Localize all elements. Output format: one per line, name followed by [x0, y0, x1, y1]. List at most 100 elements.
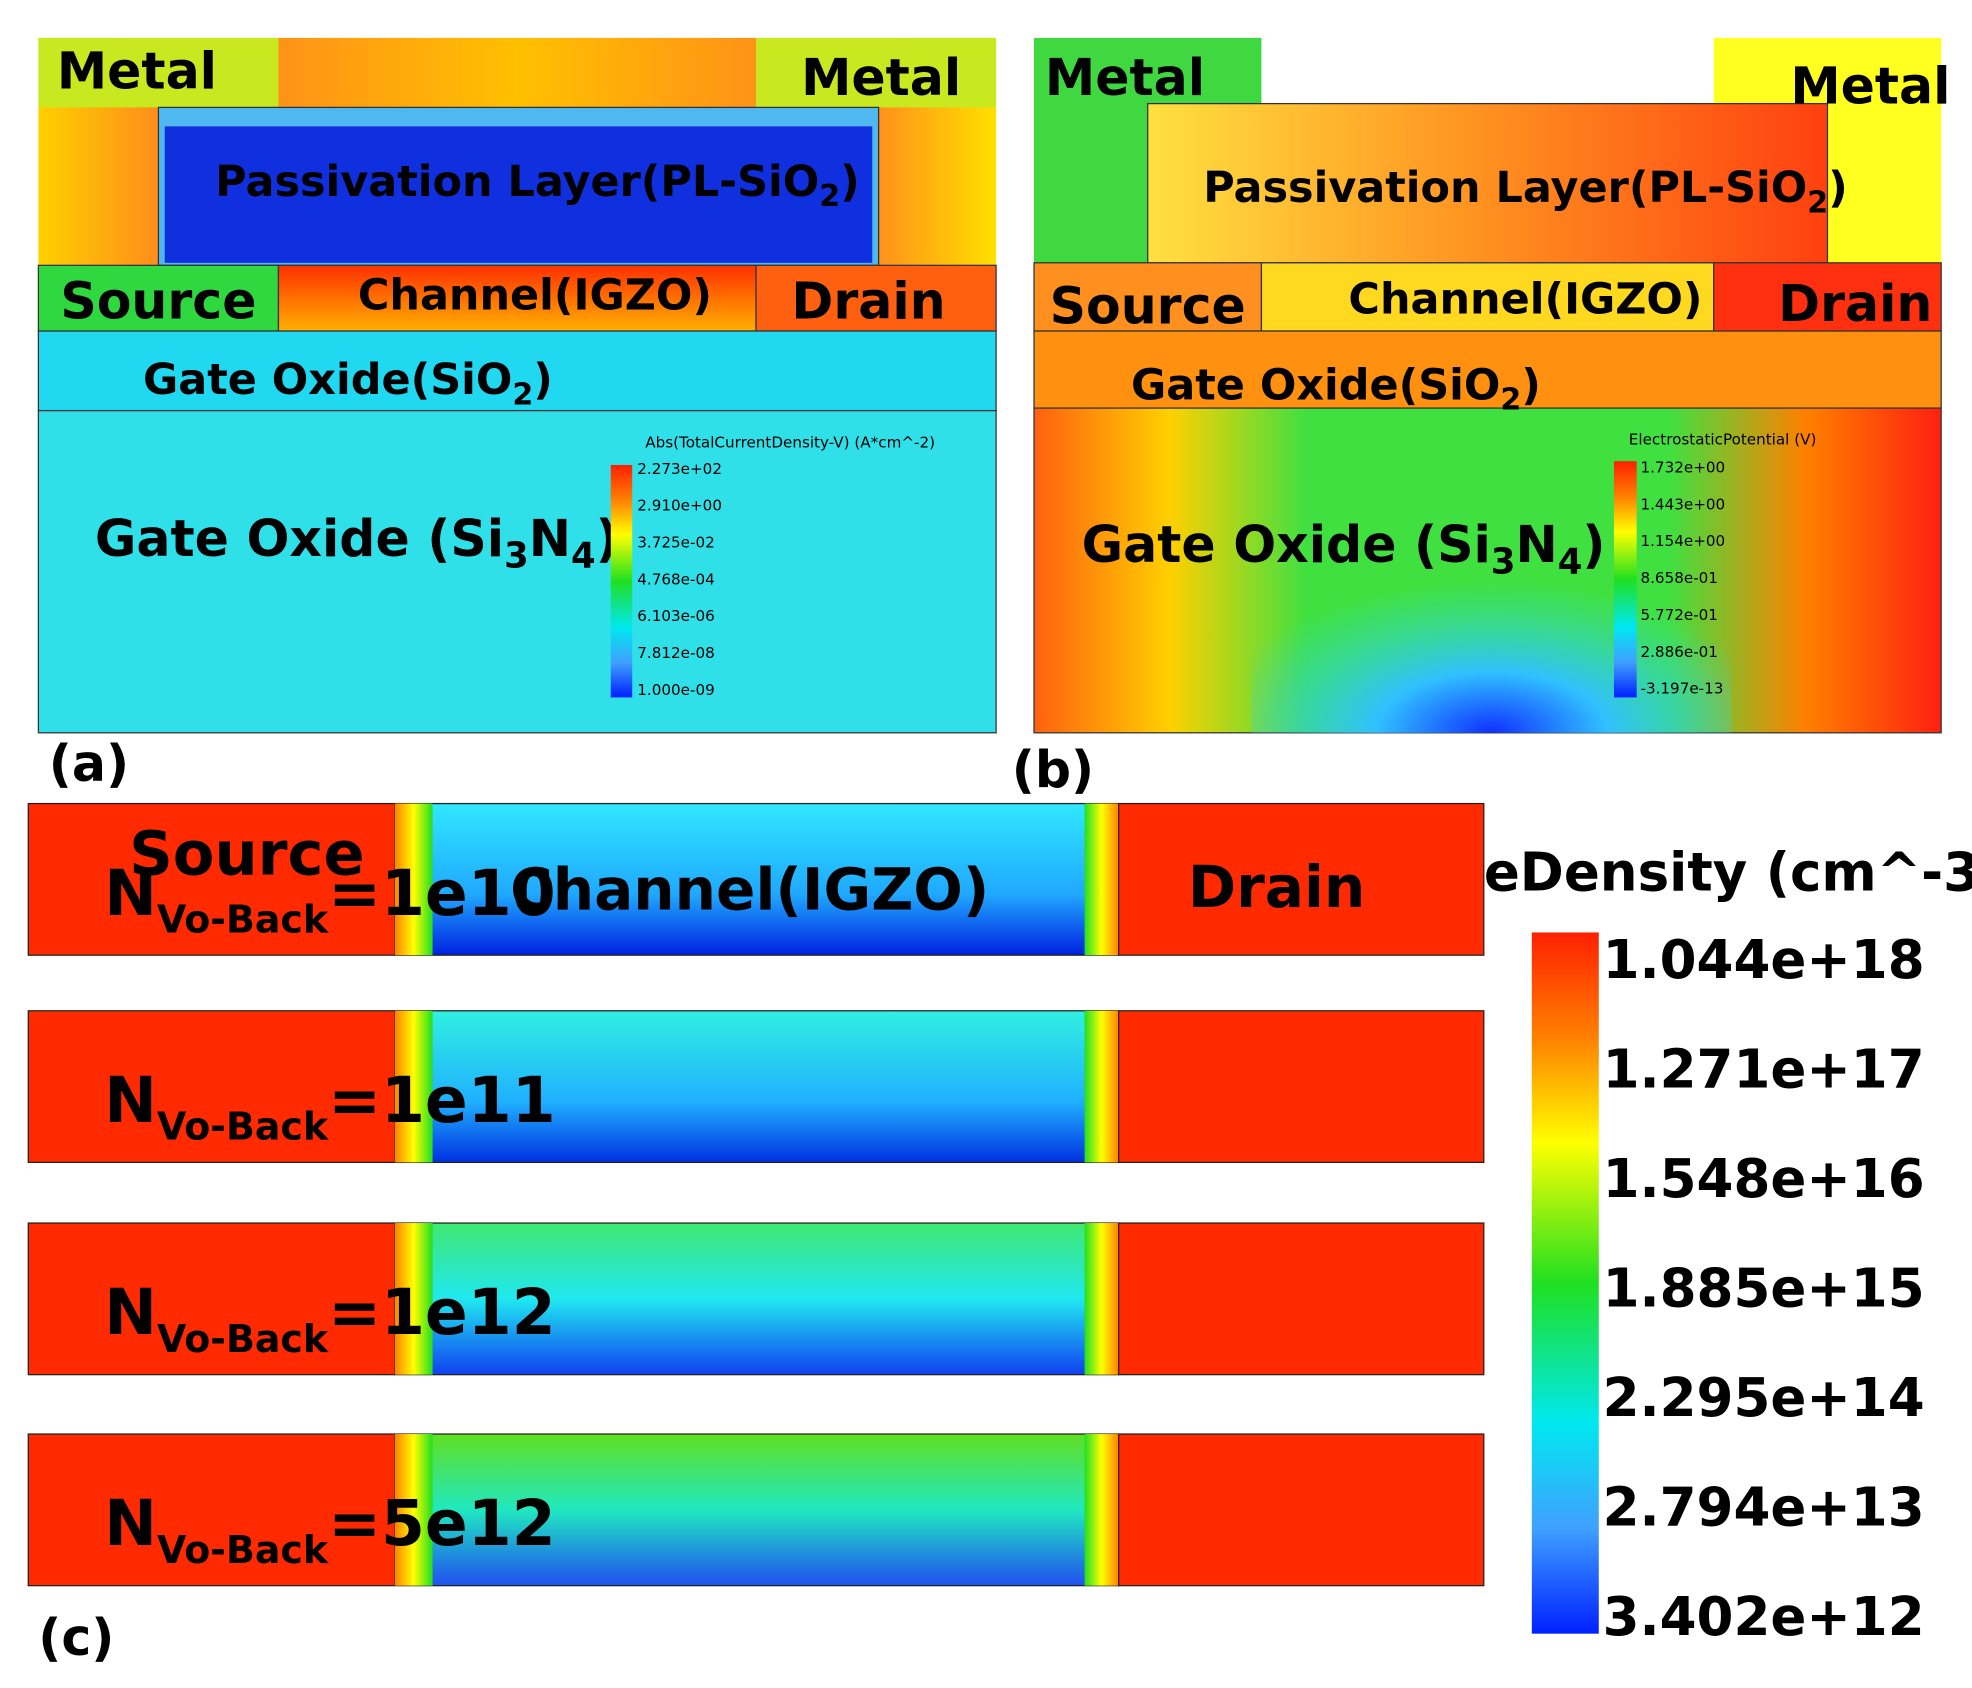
- panel-a: Metal Metal Passivation Layer(PL-SiO2) S…: [37, 37, 997, 793]
- colorbar: [1613, 461, 1637, 698]
- label: Gate Oxide (Si3N4): [95, 509, 619, 576]
- source: [27, 1010, 396, 1164]
- source: [37, 264, 280, 332]
- label: Channel(IGZO): [358, 271, 712, 321]
- label: Metal: [801, 48, 961, 107]
- channel: [394, 1010, 1120, 1164]
- edge: [394, 1434, 433, 1586]
- colorbar-title: eDensity (cm^-3): [1484, 842, 1972, 904]
- colorbar-tick-label: 7.812e-08: [637, 644, 714, 662]
- source: [1033, 262, 1263, 332]
- passivation: [1147, 102, 1829, 264]
- device-row: [27, 1010, 1485, 1164]
- label-part: Vo-Back: [157, 1105, 329, 1149]
- drain: [1118, 1433, 1485, 1587]
- label: Metal: [57, 41, 217, 100]
- device-row: [27, 1222, 1485, 1376]
- metal: [38, 37, 279, 108]
- label-part: N: [104, 1275, 157, 1349]
- panel-b: Metal Metal Passivation Layer(PL-SiO2) S…: [1012, 37, 1950, 799]
- colorbar-tick-label: 6.103e-06: [637, 607, 714, 625]
- label: Source: [60, 271, 256, 330]
- label: Drain: [791, 271, 945, 330]
- colorbar-tick-label: 1.885e+15: [1603, 1257, 1925, 1319]
- edge: [394, 1010, 433, 1163]
- metal: [756, 37, 997, 108]
- panel-c: Source Channel(IGZO) Drain eDensity (cm^…: [27, 802, 1972, 1667]
- label: Passivation Layer(PL-SiO2): [215, 157, 860, 214]
- edge: [1084, 1223, 1119, 1375]
- edge: [394, 803, 433, 956]
- label-part: N: [104, 856, 157, 930]
- label-part: N: [104, 1486, 157, 1560]
- label-part: N: [104, 1063, 157, 1137]
- colorbar-title: Abs(TotalCurrentDensity-V) (A*cm^-2): [645, 433, 935, 451]
- colorbar-tick-label: 2.910e+00: [637, 497, 722, 515]
- label-part: =5e12: [328, 1486, 556, 1560]
- drain: [1118, 1222, 1485, 1376]
- label: NVo-Back=5e12: [104, 1486, 556, 1572]
- edge: [394, 1223, 433, 1375]
- colorbar-tick-label: 2.794e+13: [1603, 1476, 1925, 1538]
- label-part: =1e10: [328, 856, 556, 930]
- field: [1251, 480, 1732, 733]
- label-part: Vo-Back: [157, 1317, 329, 1361]
- label: NVo-Back=1e12: [104, 1275, 556, 1361]
- colorbar: [610, 464, 633, 698]
- colorbar-tick-label: 1.271e+17: [1603, 1038, 1925, 1100]
- edge: [1084, 1010, 1119, 1163]
- label: Drain: [1778, 274, 1932, 333]
- colorbar-tick-label: 2.273e+02: [637, 460, 722, 478]
- colorbar-tick-label: 4.768e-04: [637, 570, 714, 588]
- label: Gate Oxide(SiO2): [143, 355, 553, 412]
- label: NVo-Back=1e10: [104, 856, 556, 942]
- source: [27, 1222, 396, 1376]
- label: Channel(IGZO): [1348, 274, 1702, 324]
- panel-label: (a): [49, 734, 129, 793]
- edge: [1084, 1434, 1119, 1586]
- colorbar-tick-label: 2.886e-01: [1640, 643, 1717, 661]
- device-row: [27, 802, 1485, 956]
- drain: [1713, 262, 1942, 332]
- label: Source: [129, 819, 364, 889]
- drain: [755, 264, 997, 332]
- passivation-core: [164, 126, 873, 263]
- gate-oxide: [37, 409, 997, 734]
- colorbar-tick-label: 1.044e+18: [1603, 929, 1925, 991]
- drain: [1118, 802, 1485, 956]
- drain: [1118, 1010, 1485, 1164]
- colorbar-tick-label: 1.732e+00: [1640, 459, 1725, 477]
- gate-oxide: [1033, 330, 1942, 409]
- gate-oxide: [37, 330, 997, 412]
- channel: [394, 1222, 1120, 1376]
- channel: [277, 264, 757, 332]
- label: Metal: [1790, 57, 1950, 116]
- label-part: =1e12: [328, 1275, 556, 1349]
- colorbar: [1531, 932, 1599, 1634]
- colorbar-tick-label: 1.154e+00: [1640, 532, 1725, 550]
- panel-label: (c): [38, 1608, 114, 1667]
- label-part: Vo-Back: [157, 1528, 329, 1572]
- label: NVo-Back=1e11: [104, 1063, 556, 1149]
- source: [27, 802, 396, 956]
- label: Gate Oxide (Si3N4): [1082, 515, 1606, 582]
- edge: [1084, 803, 1119, 956]
- colorbar-tick-label: 1.000e-09: [637, 681, 714, 699]
- label: Drain: [1188, 853, 1365, 921]
- colorbar-tick-label: 3.402e+12: [1603, 1586, 1925, 1648]
- colorbar-tick-label: 2.295e+14: [1603, 1367, 1925, 1429]
- colorbar-tick-label: 1.443e+00: [1640, 495, 1725, 513]
- colorbar-tick-label: -3.197e-13: [1640, 680, 1723, 698]
- colorbar-tick-label: 3.725e-02: [637, 534, 714, 552]
- label-part: =1e11: [328, 1063, 556, 1137]
- panel-label: (b): [1012, 740, 1094, 799]
- label: Channel(IGZO): [510, 856, 989, 924]
- label: Gate Oxide(SiO2): [1131, 360, 1541, 417]
- label: Source: [1050, 276, 1246, 335]
- colorbar-tick-label: 8.658e-01: [1640, 569, 1717, 587]
- label: Metal: [1045, 48, 1205, 107]
- label: Passivation Layer(PL-SiO2): [1203, 163, 1848, 220]
- colorbar-title: ElectrostaticPotential (V): [1629, 431, 1817, 449]
- label-part: Vo-Back: [157, 897, 329, 941]
